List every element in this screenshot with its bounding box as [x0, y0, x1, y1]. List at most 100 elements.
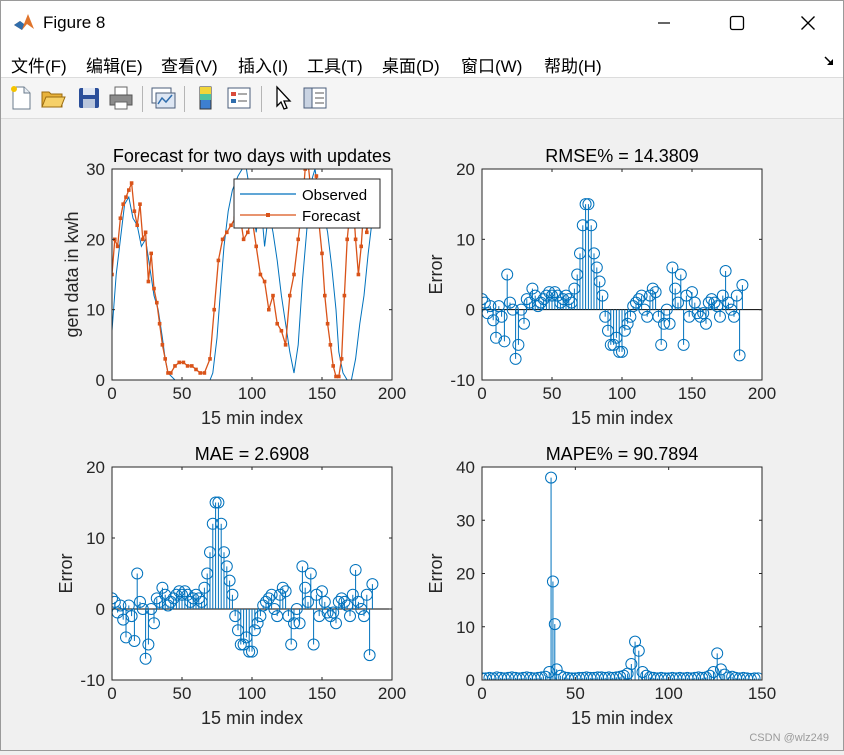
menu-window[interactable]: 窗口(W)	[461, 57, 523, 76]
y-tick-label: 20	[86, 458, 105, 477]
property-inspector-icon[interactable]	[301, 84, 329, 112]
forecast-marker	[283, 343, 288, 347]
print-icon[interactable]	[107, 84, 135, 112]
stem-marker	[638, 303, 651, 316]
maximize-button[interactable]	[714, 1, 760, 45]
stem-marker	[173, 585, 186, 598]
x-tick-label: 50	[543, 384, 562, 403]
menu-help[interactable]: 帮助(H)	[544, 57, 602, 76]
stem-marker	[117, 613, 130, 626]
x-tick-label: 100	[608, 384, 636, 403]
stem-marker	[332, 595, 345, 608]
close-icon	[801, 16, 815, 30]
stem-marker	[691, 307, 704, 320]
x-tick-label: 0	[107, 384, 116, 403]
save-icon[interactable]	[75, 84, 103, 112]
menu-view[interactable]: 查看(V)	[161, 57, 218, 76]
x-tick-label: 50	[173, 684, 192, 703]
axes-title: MAE = 2.6908	[195, 444, 310, 464]
x-tick-label: 100	[238, 384, 266, 403]
forecast-marker	[241, 237, 246, 242]
stem-marker	[246, 645, 258, 658]
stem-marker	[625, 658, 638, 671]
stem-marker	[725, 303, 738, 316]
stem-marker	[285, 638, 298, 651]
stem-marker	[251, 617, 264, 630]
y-tick-label: 0	[96, 600, 105, 619]
x-tick-label: 200	[378, 384, 406, 403]
menu-bar: 文件(F) 编辑(E) 查看(V) 插入(I) 工具(T) 桌面(D) 窗口(W…	[1, 45, 843, 77]
pointer-icon[interactable]	[269, 84, 297, 112]
forecast-marker	[320, 251, 324, 256]
forecast-marker	[296, 237, 300, 242]
stem-marker	[220, 560, 233, 573]
stem-marker	[358, 610, 370, 623]
figure-canvas[interactable]: 0 50 100 150 200 0 10 20 30 Forecast for two days…	[1, 119, 843, 750]
x-tick-label: 100	[654, 684, 682, 703]
forecast-marker	[173, 364, 177, 368]
axes-title: MAPE% = 90.7894	[546, 444, 699, 464]
open-icon[interactable]	[39, 84, 67, 112]
stem-marker	[268, 603, 281, 615]
stem-marker	[635, 289, 648, 302]
stem-marker	[546, 289, 558, 302]
stem-marker	[616, 345, 628, 358]
stem-marker	[293, 617, 306, 630]
stem-marker	[363, 649, 376, 662]
forecast-marker	[271, 293, 275, 298]
plot-content	[482, 471, 762, 680]
forecast-marker	[135, 223, 139, 228]
colorbar-icon[interactable]	[192, 84, 220, 112]
stem-marker	[677, 338, 690, 351]
stem-marker	[571, 268, 584, 281]
forecast-marker	[112, 272, 114, 277]
menu-file[interactable]: 文件(F)	[11, 57, 67, 76]
stem-marker	[700, 317, 712, 330]
forecast-marker	[124, 195, 128, 199]
legend-marker	[266, 213, 270, 217]
stem-marker	[139, 652, 152, 665]
menu-tools[interactable]: 工具(T)	[307, 57, 363, 76]
forecast-marker	[288, 293, 292, 298]
stem-marker	[669, 282, 682, 295]
close-button[interactable]	[785, 1, 831, 45]
forecast-marker	[190, 364, 194, 368]
x-tick-label: 100	[238, 684, 266, 703]
forecast-marker	[198, 371, 202, 375]
forecast-marker	[303, 169, 307, 171]
y-tick-label: 10	[86, 529, 105, 548]
stem-marker	[187, 592, 200, 605]
stem-marker	[663, 317, 676, 330]
x-axis-label: 15 min index	[201, 408, 303, 428]
menu-edit[interactable]: 编辑(E)	[86, 57, 143, 76]
stem-marker	[730, 289, 743, 302]
arrow-icon[interactable]	[823, 55, 835, 67]
menu-desktop[interactable]: 桌面(D)	[382, 57, 440, 76]
title-bar[interactable]: Figure 8	[1, 1, 843, 45]
stem-marker	[568, 282, 581, 295]
forecast-marker	[246, 230, 250, 235]
link-plot-icon[interactable]	[149, 84, 177, 112]
stem-marker	[596, 289, 609, 302]
forecast-marker	[356, 272, 361, 277]
stem-marker	[176, 588, 188, 601]
stem-marker	[744, 672, 757, 680]
stem-marker	[728, 310, 740, 323]
stem-marker	[206, 517, 219, 530]
new-figure-icon[interactable]	[7, 84, 35, 112]
minimize-button[interactable]	[641, 1, 687, 45]
forecast-marker	[132, 209, 137, 213]
stem-marker	[632, 293, 645, 306]
menu-insert[interactable]: 插入(I)	[238, 57, 289, 76]
forecast-marker	[216, 258, 221, 263]
y-tick-label: 30	[86, 160, 105, 179]
stem-marker	[192, 592, 205, 605]
stem-marker	[215, 517, 228, 530]
y-axis-label: Error	[426, 254, 446, 294]
stem-marker	[696, 671, 709, 680]
legend-icon[interactable]	[225, 84, 253, 112]
stem-marker	[148, 617, 160, 630]
stem-marker	[660, 303, 673, 316]
